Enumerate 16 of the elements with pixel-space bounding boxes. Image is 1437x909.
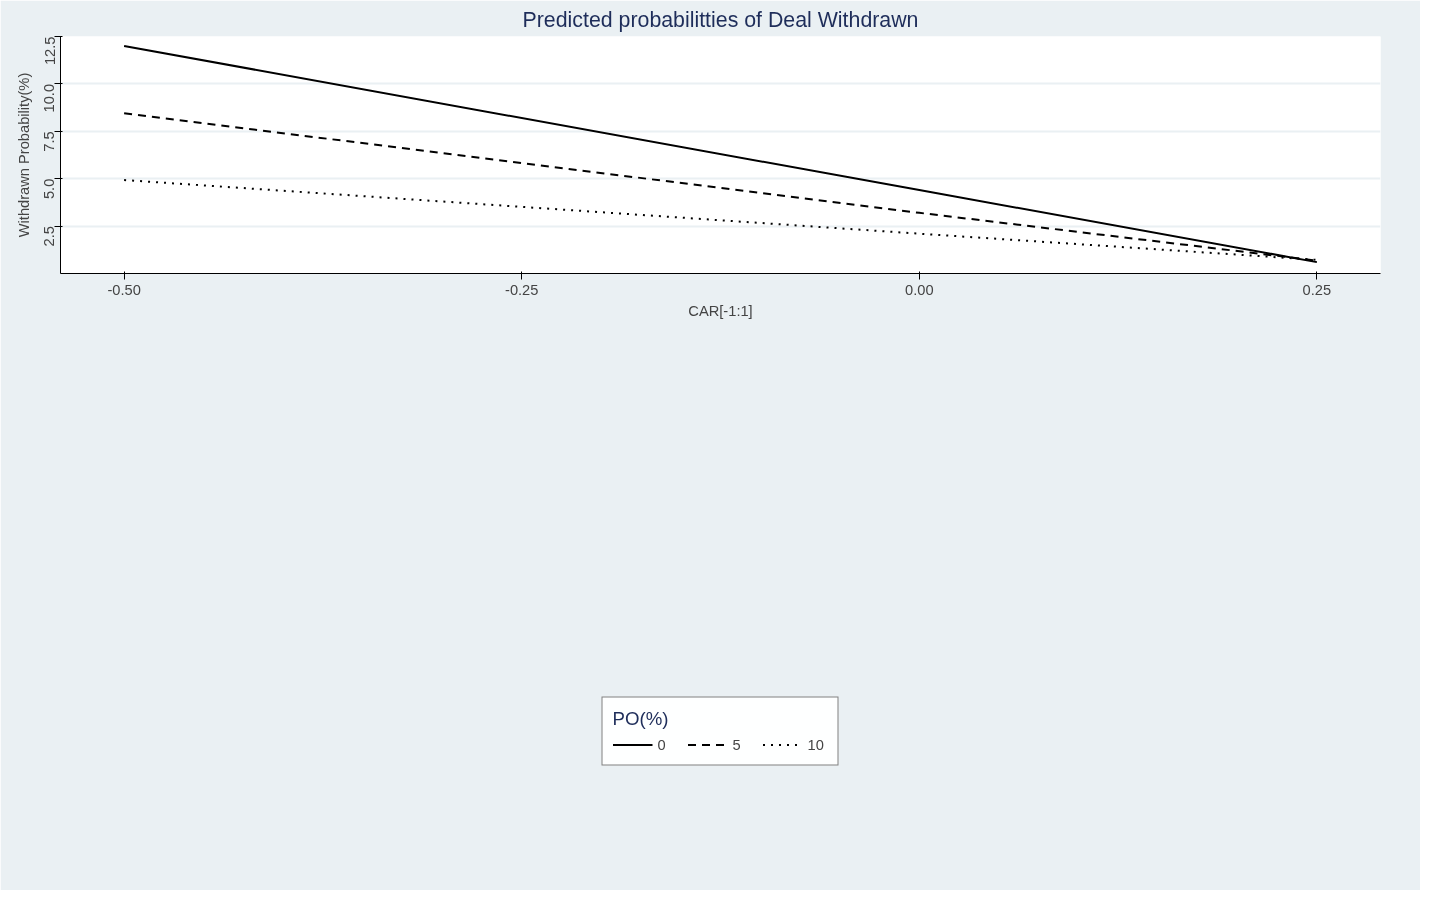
x-tick-label: 0.00 xyxy=(905,281,934,298)
legend-label: 5 xyxy=(732,736,742,752)
chart-title: Predicted probabilitties of Deal Withdrawn xyxy=(522,7,919,32)
y-tick-label: 7.5 xyxy=(41,131,58,152)
y-tick-label: 12.5 xyxy=(41,36,58,66)
legend-label: 10 xyxy=(807,736,825,752)
x-tick-label: -0.25 xyxy=(505,281,539,298)
y-tick-label: 2.5 xyxy=(41,226,58,247)
x-tick-label: 0.25 xyxy=(1302,281,1332,298)
x-tick-label: -0.50 xyxy=(107,281,141,298)
legend-title: PO(%) xyxy=(612,707,670,729)
x-axis-title: CAR[-1:1] xyxy=(688,302,753,319)
y-tick-label: 10.0 xyxy=(41,83,58,113)
y-axis-title: Withdrawn Probability(%) xyxy=(15,72,32,238)
y-tick-label: 5.0 xyxy=(41,178,58,200)
legend-label: 0 xyxy=(657,736,667,752)
